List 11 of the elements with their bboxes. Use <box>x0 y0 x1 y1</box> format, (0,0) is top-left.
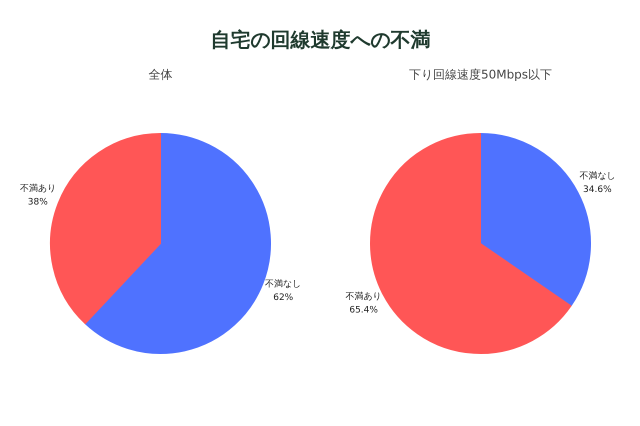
slice-label: 不満あり <box>346 290 382 302</box>
chart-subtitle: 全体 <box>148 68 172 82</box>
chart-title: 自宅の回線速度への不満 <box>210 28 430 52</box>
data-label: 65.4% <box>349 306 378 316</box>
data-label: 62% <box>273 293 294 304</box>
chart-subtitle: 下り回線速度50Mbps以下 <box>408 68 552 82</box>
slice-label: 不満あり <box>20 182 56 194</box>
slice-label: 不満なし <box>265 278 302 290</box>
data-label: 34.6% <box>583 185 612 196</box>
slice-label: 不満なし <box>579 170 616 182</box>
data-label: 38% <box>28 198 48 208</box>
